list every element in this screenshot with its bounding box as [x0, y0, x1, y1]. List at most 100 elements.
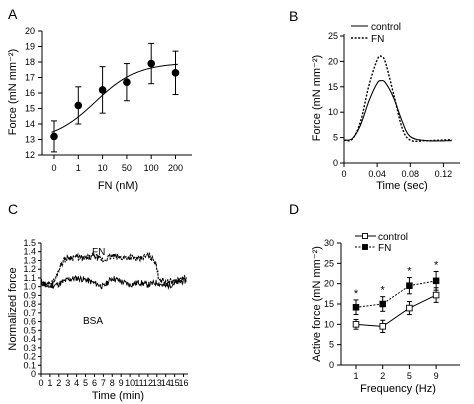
panel-label-d: D	[289, 201, 299, 217]
panel-c-y-tick-label: 1.0	[23, 282, 36, 292]
panel-d-y-tick-label: 10	[324, 319, 334, 329]
panel-d-legend-fn-label: FN	[378, 243, 391, 254]
panel-d-y-label: Active force (mN mm⁻²)	[311, 246, 323, 362]
panel-c-y-tick-label: 0.1	[23, 360, 36, 370]
panel-d-control-marker	[352, 321, 360, 328]
panel-c-x-tick-label: 12	[143, 378, 153, 388]
panel-c-x-tick-label: 7	[101, 378, 106, 388]
panel-a-y-tick-label: 17	[25, 73, 35, 83]
panel-c-y-tick-label: 1.1	[23, 273, 36, 283]
panel-b-legend-fn-label: FN	[371, 34, 384, 45]
panel-c-x-label: Time (min)	[92, 390, 144, 402]
panel-a-x-tick-label: 100	[144, 163, 159, 173]
panel-c-y-tick-label: 0.8	[23, 299, 36, 309]
panel-a-y-tick-label: 16	[25, 88, 35, 98]
panel-d-y-tick-label: 5	[329, 340, 334, 350]
panel-c-x-tick-label: 8	[110, 378, 115, 388]
panel-c-y-tick-label: 0.4	[23, 334, 36, 344]
panel-c-y-tick-label: 0.9	[23, 290, 36, 300]
panel-b-y-tick-label: 10	[328, 107, 338, 117]
panel-c-x-tick-label: 4	[74, 378, 79, 388]
panel-a-x-tick-label: 10	[98, 163, 108, 173]
panel-d-x-tick-label: 5	[407, 371, 412, 381]
panel-c-y-tick-label: 0.3	[23, 343, 36, 353]
panel-a-y-tick-label: 15	[25, 104, 35, 114]
panel-c-x-tick-label: 0	[38, 378, 43, 388]
panel-d-legend-fn-marker	[362, 244, 368, 250]
panel-a-y-tick-label: 12	[25, 150, 35, 160]
panel-d-x-tick-label: 9	[434, 371, 439, 381]
panel-d-fn-marker	[352, 304, 360, 311]
panel-d-significance-star: *	[407, 266, 412, 278]
panel-b-legend: control FN	[351, 22, 401, 45]
panel-c-y-tick-label: 0.7	[23, 308, 36, 318]
panel-b-y-tick-label: 0	[333, 158, 338, 168]
panel-d-legend-control-marker	[362, 233, 368, 239]
panel-c-annotation-bsa: BSA	[83, 316, 103, 327]
panel-c-y-tick-label: 0.2	[23, 352, 36, 362]
panel-c-x-tick-label: 5	[83, 378, 88, 388]
panel-d-control-marker	[379, 323, 386, 330]
panel-a-data-point	[123, 78, 131, 86]
panel-c-x-tick-label: 10	[125, 378, 135, 388]
panel-c-y-label: Normalized force	[7, 267, 19, 350]
panel-c-x-tick-label: 14	[161, 378, 171, 388]
panel-a-x-label: FN (nM)	[98, 180, 138, 192]
panel-c-chart: 00.10.20.30.40.50.60.70.80.91.01.11.21.3…	[7, 238, 189, 402]
panel-a-data-point	[98, 86, 107, 94]
panel-d-y-tick-label: 15	[324, 299, 334, 309]
panel-b-x-label: Time (sec)	[376, 180, 428, 192]
panel-b-x-tick-label: 0.12	[435, 169, 453, 179]
panel-c-x-tick-label: 15	[170, 378, 180, 388]
panel-d-x-tick-label: 2	[380, 371, 385, 381]
panel-c-x-tick-label: 1	[47, 378, 52, 388]
panel-d-significance-star: *	[354, 288, 359, 300]
panel-b-series-fn-line	[343, 55, 452, 142]
panel-b-y-label: Force (mN mm⁻²)	[311, 55, 323, 141]
panel-c-x-tick-label: 13	[152, 378, 162, 388]
panel-c-x-tick-label: 6	[92, 378, 97, 388]
panel-b-y-tick-label: 5	[333, 133, 338, 143]
panel-c-series-fn-line	[40, 251, 187, 289]
panel-c-x-tick-label: 2	[56, 378, 61, 388]
panel-b-x-tick-label: 0.08	[402, 169, 420, 179]
panel-d-legend: control FN	[355, 232, 408, 254]
panel-d-control-marker	[406, 304, 413, 312]
panel-d-fn-marker	[406, 282, 413, 289]
panel-b-series-control-line	[343, 80, 452, 142]
panel-c-y-tick-label: 1.5	[23, 238, 36, 248]
panel-a-x-tick-label: 1	[76, 163, 81, 173]
panel-a-y-tick-label: 18	[25, 57, 35, 67]
panel-c-x-tick-label: 3	[65, 378, 70, 388]
panel-a-data-point	[171, 69, 180, 77]
panel-d-series-control-line	[355, 294, 437, 327]
panel-c-x-tick-label: 9	[119, 378, 124, 388]
panel-a-y-tick-label: 14	[25, 119, 35, 129]
panel-d-y-tick-label: 20	[324, 279, 334, 289]
panel-b-y-tick-label: 25	[328, 31, 338, 41]
panel-d-y-tick-label: 25	[324, 258, 334, 268]
panel-b-y-tick-label: 20	[328, 56, 338, 66]
panel-c-y-tick-label: 1.3	[23, 255, 36, 265]
panel-d-control-marker	[432, 291, 440, 299]
panel-a-y-tick-label: 20	[25, 26, 35, 36]
panel-d-fn-marker	[432, 277, 440, 285]
panel-d-x-label: Frequency (Hz)	[360, 383, 436, 395]
panel-d-fn-marker	[379, 300, 386, 308]
panel-d-x-tick-label: 1	[353, 371, 358, 381]
panel-c-y-tick-label: 1.2	[23, 264, 36, 274]
panel-c-y-tick-label: 0	[31, 369, 36, 379]
panel-b-legend-control-label: control	[371, 22, 401, 33]
panel-d-y-tick-label: 30	[324, 238, 334, 248]
panel-c-x-tick-label: 16	[179, 378, 189, 388]
panel-d-significance-star: *	[381, 285, 386, 297]
panel-a-x-tick-label: 200	[168, 163, 183, 173]
panel-c-x-tick-label: 11	[134, 378, 143, 388]
panel-b-x-tick-label: 0.04	[368, 169, 386, 179]
panel-a-y-label: Force (mN mm⁻²)	[7, 49, 19, 135]
panel-label-a: A	[8, 6, 18, 22]
panel-d-series-fn-line	[355, 280, 437, 308]
panel-a-fit-curve	[51, 63, 178, 133]
